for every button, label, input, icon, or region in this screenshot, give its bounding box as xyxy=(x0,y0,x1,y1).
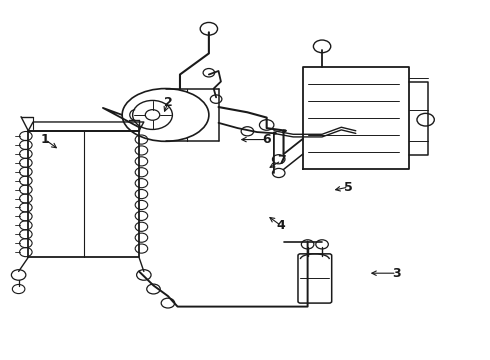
Text: 2: 2 xyxy=(164,96,172,109)
Text: 4: 4 xyxy=(277,219,286,232)
Text: 5: 5 xyxy=(344,180,353,194)
Text: 7: 7 xyxy=(277,154,286,167)
Text: 3: 3 xyxy=(392,267,401,280)
Text: 1: 1 xyxy=(41,133,49,146)
Text: 6: 6 xyxy=(262,133,271,146)
